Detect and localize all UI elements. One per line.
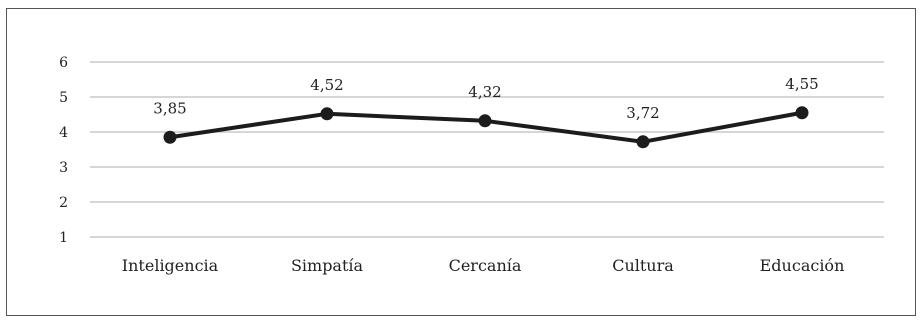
data-point xyxy=(320,107,334,121)
x-tick-label: Educación xyxy=(760,256,845,275)
y-tick-label: 2 xyxy=(59,195,68,211)
x-tick-label: Simpatía xyxy=(291,256,364,275)
data-label: 3,72 xyxy=(626,104,659,122)
data-label: 4,55 xyxy=(785,75,818,93)
y-tick-label: 5 xyxy=(59,90,68,106)
data-label: 4,52 xyxy=(310,76,343,94)
chart-frame xyxy=(6,8,916,316)
data-point xyxy=(478,114,492,128)
data-point xyxy=(795,106,809,120)
x-tick-label: Inteligencia xyxy=(122,256,219,275)
data-point xyxy=(163,130,177,144)
y-tick-label: 6 xyxy=(59,55,68,71)
x-tick-label: Cultura xyxy=(612,256,674,275)
x-tick-label: Cercanía xyxy=(449,256,522,275)
data-label: 4,32 xyxy=(468,83,501,101)
y-tick-label: 1 xyxy=(59,230,68,246)
data-label: 3,85 xyxy=(153,99,186,117)
data-point xyxy=(636,135,650,149)
y-tick-label: 4 xyxy=(59,125,68,141)
y-tick-label: 3 xyxy=(59,160,68,176)
